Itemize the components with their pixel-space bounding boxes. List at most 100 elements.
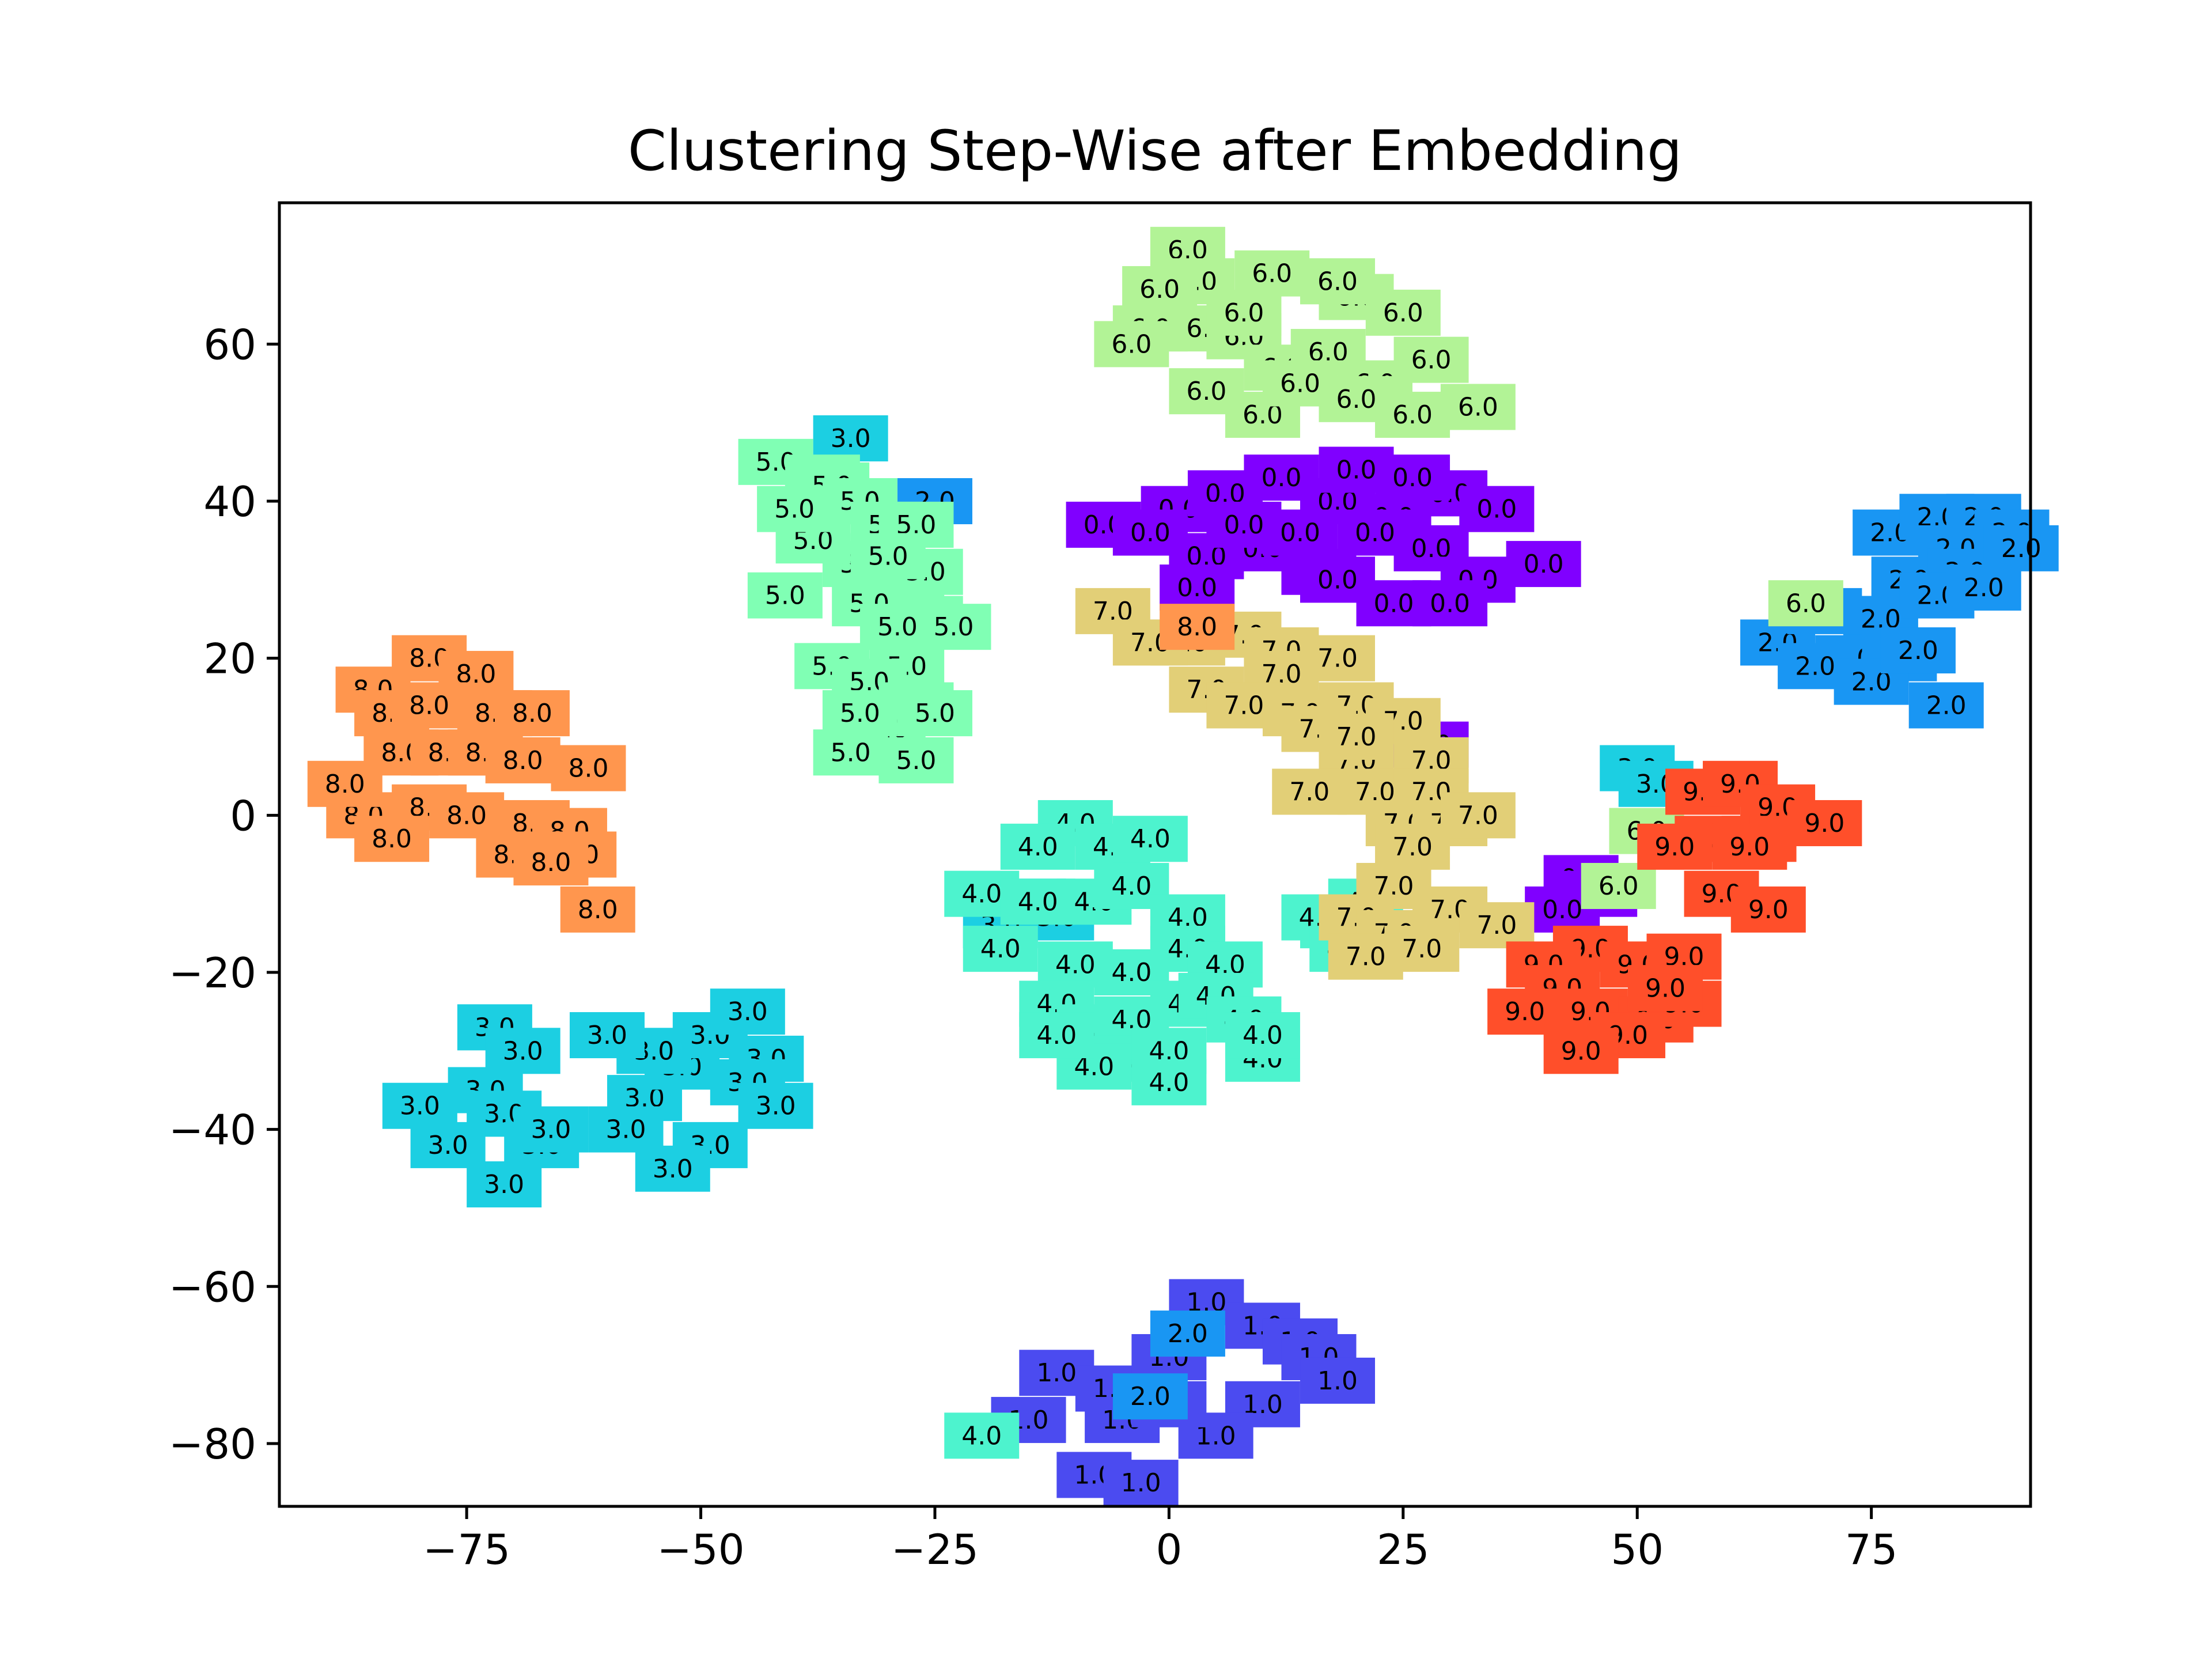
data-point-box (897, 690, 972, 737)
data-point: 0.0 (1244, 454, 1319, 501)
data-point-box (1103, 1460, 1179, 1506)
data-point: 6.0 (1319, 376, 1394, 422)
data-point-label: 4.0 (1111, 958, 1152, 987)
data-point: 6.0 (1393, 336, 1469, 383)
data-point: 4.0 (1000, 823, 1075, 870)
data-point-box (382, 1082, 457, 1129)
data-point-box (963, 926, 1038, 972)
data-point: 8.0 (551, 745, 626, 791)
data-point: 2.0 (1150, 1310, 1225, 1357)
data-point: 9.0 (1730, 886, 1806, 933)
data-point-box (1234, 250, 1310, 297)
data-point-label: 2.0 (2001, 534, 2041, 563)
data-point-label: 5.0 (896, 746, 936, 775)
data-point-label: 5.0 (868, 541, 908, 571)
x-tick-label: −25 (891, 1525, 979, 1574)
data-point-label: 4.0 (1036, 1021, 1077, 1050)
data-point: 9.0 (1487, 988, 1563, 1035)
data-point-label: 5.0 (933, 612, 974, 642)
data-point: 9.0 (1712, 823, 1787, 870)
data-point-label: 8.0 (409, 691, 449, 720)
data-point-label: 4.0 (1111, 872, 1152, 901)
data-point-box (429, 792, 505, 839)
data-point: 5.0 (757, 486, 832, 532)
y-tick-label: 60 (203, 320, 256, 369)
data-point-box (1328, 933, 1403, 980)
data-point: 9.0 (1627, 965, 1703, 1012)
data-point: 0.0 (1375, 454, 1450, 501)
data-point: 7.0 (1319, 714, 1394, 760)
data-point-label: 7.0 (1289, 777, 1330, 806)
y-tick-label: −80 (169, 1420, 256, 1468)
data-point: 6.0 (1122, 266, 1198, 312)
data-point: 2.0 (1983, 525, 2059, 571)
data-point: 6.0 (1234, 250, 1310, 297)
data-point-box (1319, 376, 1394, 422)
data-point-label: 0.0 (1130, 518, 1171, 548)
y-tick-label: −60 (169, 1263, 256, 1311)
data-point: 0.0 (1506, 541, 1581, 588)
data-point-label: 1.0 (1317, 1366, 1358, 1396)
data-point-label: 0.0 (1374, 589, 1414, 618)
data-point-box (569, 1012, 645, 1059)
data-point-label: 3.0 (653, 1154, 693, 1184)
data-point-box (494, 690, 570, 737)
data-point: 5.0 (850, 533, 926, 579)
data-point-box (513, 1106, 589, 1153)
data-point-box (1440, 384, 1516, 430)
data-point-label: 5.0 (774, 495, 815, 524)
x-tick-label: −75 (423, 1525, 510, 1574)
data-point: 4.0 (1131, 1059, 1207, 1105)
data-point-label: 9.0 (1561, 1036, 1601, 1066)
data-point-label: 3.0 (484, 1170, 524, 1199)
data-point-label: 8.0 (325, 770, 365, 799)
x-tick-label: 75 (1845, 1525, 1898, 1574)
data-point-box (1160, 564, 1235, 611)
data-point: 6.0 (1365, 289, 1441, 336)
data-point-box (1375, 823, 1450, 870)
data-point-label: 7.0 (1392, 832, 1433, 862)
data-point-box (1908, 682, 1984, 729)
data-point-box (513, 839, 589, 886)
axes-frame (278, 201, 2032, 1508)
data-point: 8.0 (354, 816, 430, 862)
data-point-box (878, 737, 954, 783)
data-point: 5.0 (747, 572, 823, 619)
data-point-label: 0.0 (1524, 550, 1564, 579)
y-tick-label: −40 (169, 1106, 256, 1154)
data-point-box (551, 745, 626, 791)
data-point-box (1131, 1059, 1207, 1105)
data-point-label: 9.0 (1748, 895, 1789, 925)
data-point-box (588, 1106, 664, 1153)
chart-title: Clustering Step-Wise after Embedding (628, 119, 1682, 183)
data-point-label: 6.0 (1139, 275, 1180, 304)
data-point: 7.0 (1459, 902, 1535, 949)
data-point-label: 7.0 (1476, 911, 1517, 940)
data-point-box (1393, 336, 1469, 383)
data-point-label: 7.0 (1458, 801, 1498, 830)
data-point-box (467, 1161, 542, 1208)
data-point-box (710, 988, 785, 1035)
data-point-label: 6.0 (1458, 392, 1498, 422)
data-point: 9.0 (1787, 800, 1862, 846)
data-point-label: 5.0 (840, 699, 880, 728)
data-point-box (1946, 564, 2021, 611)
data-point-box (354, 816, 430, 862)
data-point: 3.0 (513, 1106, 589, 1153)
data-point-box (560, 886, 635, 933)
data-point: 3.0 (616, 1028, 692, 1074)
data-point-box (1319, 714, 1394, 760)
data-point-box (1112, 1373, 1188, 1420)
data-point-label: 5.0 (831, 738, 871, 767)
data-point: 1.0 (1103, 1460, 1179, 1506)
data-point: 4.0 (1225, 1012, 1300, 1059)
data-point-label: 7.0 (1224, 691, 1264, 720)
data-point-label: 8.0 (531, 848, 571, 877)
data-point-label: 6.0 (1111, 329, 1152, 359)
data-point-box (1272, 768, 1347, 815)
data-point: 3.0 (382, 1082, 457, 1129)
data-point-box (1206, 289, 1282, 336)
data-point-label: 0.0 (1542, 895, 1582, 925)
data-point-label: 0.0 (1280, 518, 1320, 548)
